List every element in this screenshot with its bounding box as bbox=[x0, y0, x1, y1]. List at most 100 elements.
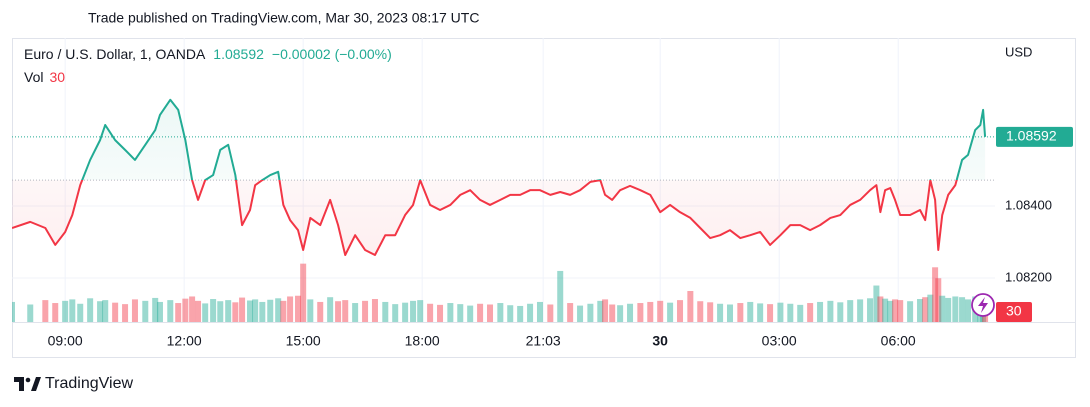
y-tick-label: 1.08400 bbox=[1005, 197, 1052, 212]
axes: 1.08200 1.08400 09:00 12:00 15:00 18:00 21:03 3… bbox=[48, 197, 1052, 348]
volume-bar bbox=[142, 300, 149, 322]
volume-bar bbox=[627, 303, 634, 322]
x-tick-label: 03:00 bbox=[762, 333, 797, 349]
volume-bar bbox=[737, 303, 744, 322]
volume-bar bbox=[487, 304, 494, 322]
volume-bar bbox=[747, 301, 754, 322]
baseline-area bbox=[12, 99, 986, 256]
volume-bar bbox=[697, 301, 704, 322]
volume-bar bbox=[362, 300, 369, 322]
volume-bar bbox=[295, 295, 302, 322]
volume-bar bbox=[567, 303, 574, 322]
volume-bar bbox=[617, 305, 624, 322]
volume-bar bbox=[857, 299, 864, 322]
volume-bar bbox=[87, 298, 94, 322]
volume-bar bbox=[300, 263, 307, 322]
volume-bar bbox=[536, 301, 543, 322]
volume-bar bbox=[587, 303, 594, 322]
volume-bar bbox=[497, 303, 504, 322]
x-tick-label: 30 bbox=[652, 333, 668, 349]
volume-bar bbox=[887, 300, 894, 322]
volume-bar bbox=[677, 300, 684, 322]
volume-bar bbox=[42, 300, 49, 322]
volume-bar bbox=[939, 295, 946, 322]
volume-bar bbox=[167, 300, 174, 322]
volume-bar bbox=[687, 291, 694, 322]
volume-bar bbox=[156, 301, 163, 322]
volume-bar bbox=[327, 297, 334, 322]
volume-bar bbox=[847, 300, 854, 322]
volume-bar bbox=[62, 300, 69, 322]
volume-bar bbox=[252, 299, 259, 322]
volume-bar bbox=[959, 297, 966, 322]
volume-bar bbox=[917, 299, 924, 322]
volume-bar bbox=[102, 300, 109, 322]
volume-bar bbox=[597, 300, 604, 322]
volume-bar bbox=[517, 305, 524, 322]
volume-bar bbox=[12, 301, 15, 322]
legend-price: 1.08592 bbox=[213, 46, 264, 62]
volume-bar bbox=[602, 299, 609, 322]
volume-bar bbox=[767, 304, 774, 322]
volume-bar bbox=[637, 303, 644, 322]
volume-bar bbox=[807, 303, 814, 322]
volume-bar bbox=[547, 304, 554, 322]
symbol: Euro / U.S. Dollar, 1, OANDA bbox=[24, 46, 206, 62]
volume-bar bbox=[932, 267, 939, 322]
volume-bar bbox=[247, 300, 254, 322]
volume-bar bbox=[837, 302, 844, 322]
volume-bar bbox=[437, 304, 444, 322]
volume-bar bbox=[797, 304, 804, 322]
volume-bar bbox=[131, 299, 138, 322]
volume-bar bbox=[935, 278, 942, 322]
volume-bar bbox=[827, 300, 834, 322]
lightning-icon bbox=[971, 293, 995, 317]
volume-bar bbox=[382, 301, 389, 322]
x-tick-label: 18:00 bbox=[405, 333, 440, 349]
volume-bar bbox=[952, 296, 959, 322]
volume-bar bbox=[97, 301, 104, 322]
plot bbox=[12, 98, 995, 257]
volume-bar bbox=[867, 298, 874, 322]
x-tick-label: 21:03 bbox=[526, 333, 561, 349]
last-price-box bbox=[996, 126, 1073, 147]
volume-bar bbox=[307, 299, 314, 322]
volume-bar bbox=[52, 303, 59, 322]
volume-bar bbox=[507, 305, 514, 322]
volume-bar bbox=[317, 301, 324, 322]
volume-bar bbox=[877, 296, 884, 322]
last-volume-label: 30 bbox=[1006, 303, 1022, 319]
volume-bar bbox=[447, 303, 454, 322]
volume-bar bbox=[882, 298, 889, 322]
volume-legend-value: 30 bbox=[49, 69, 65, 85]
volume-bar bbox=[965, 299, 972, 322]
volume-bar bbox=[897, 300, 904, 322]
volume-bar bbox=[175, 303, 182, 322]
volume-bar bbox=[557, 270, 564, 322]
volume-bar bbox=[77, 303, 84, 322]
volume-bar bbox=[202, 303, 209, 322]
volume-bar bbox=[217, 301, 224, 322]
volume-bar bbox=[259, 301, 266, 322]
x-tick-label: 15:00 bbox=[286, 333, 321, 349]
volume-bar bbox=[707, 302, 714, 322]
volume-bar bbox=[922, 297, 929, 322]
volume-legend: Vol 30 bbox=[24, 69, 65, 85]
volume-bar bbox=[417, 300, 424, 322]
volume-bar bbox=[609, 304, 616, 322]
last-volume-box bbox=[996, 302, 1032, 322]
volume-bar bbox=[667, 302, 674, 322]
volume-bar bbox=[727, 304, 734, 322]
volume-bar bbox=[657, 300, 664, 322]
volume-bar bbox=[402, 302, 409, 322]
volume-bar bbox=[352, 303, 359, 322]
price-line bbox=[12, 98, 987, 257]
volume-bar bbox=[287, 296, 294, 322]
volume-bar bbox=[817, 301, 824, 322]
volume-bar bbox=[225, 300, 232, 322]
volume-bar bbox=[787, 303, 794, 322]
volume-bar bbox=[907, 301, 914, 322]
y-tick-label: 1.08200 bbox=[1005, 269, 1052, 284]
